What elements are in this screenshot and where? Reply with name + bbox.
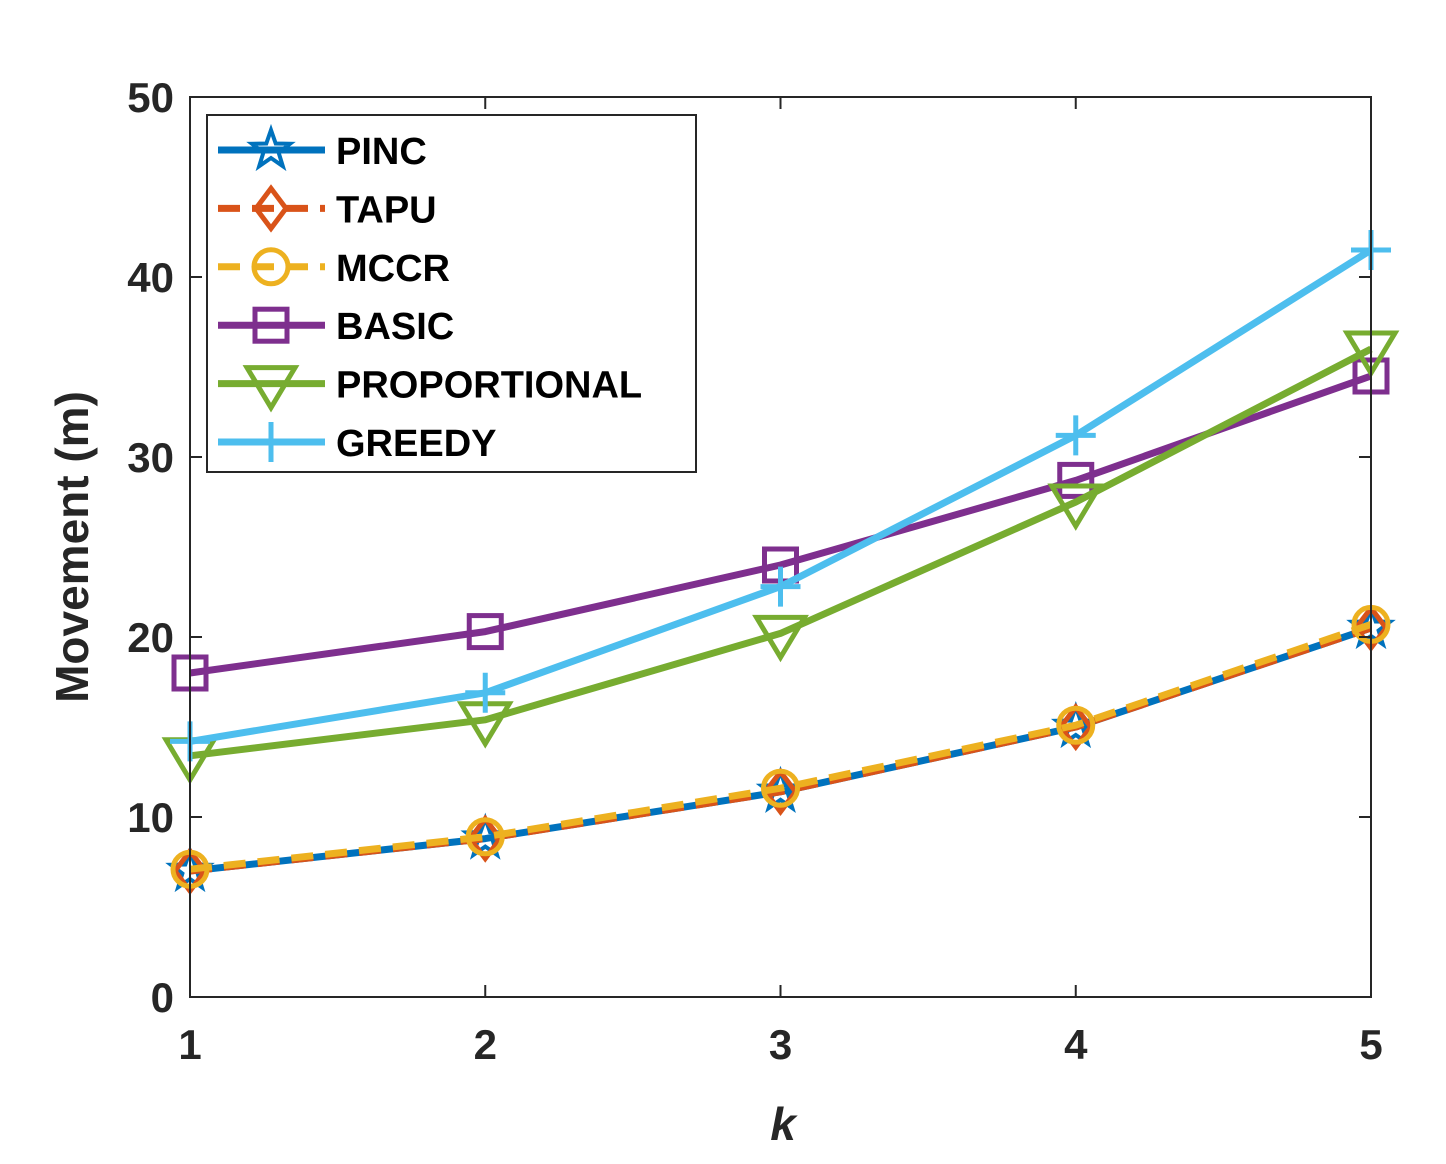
y-tick-label: 10 [127, 794, 174, 841]
legend: PINC TAPU MCCR BASIC PROPORTIONAL GREEDY [206, 114, 697, 473]
legend-item-pinc: PINC [218, 123, 427, 173]
x-tick-label: 2 [474, 1021, 497, 1068]
legend-item-basic: BASIC [218, 306, 454, 348]
data-point-greedy-1 [465, 672, 506, 713]
x-tick-label: 5 [1359, 1021, 1382, 1068]
y-tick-label: 30 [127, 434, 174, 481]
y-tick-label: 0 [151, 974, 174, 1021]
data-point-tapu-2 [762, 767, 799, 816]
y-tick-label: 50 [127, 74, 174, 121]
data-point-greedy-3 [1055, 415, 1096, 456]
x-tick-label: 3 [769, 1021, 792, 1068]
data-point-proportional-3 [1047, 483, 1105, 531]
legend-marker [246, 123, 296, 172]
legend-marker [242, 365, 300, 413]
series-line-mccr [189, 621, 1373, 873]
x-tick-label: 4 [1064, 1021, 1088, 1068]
data-point-proportional-2 [752, 614, 809, 663]
legend-item-proportional: PROPORTIONAL [218, 365, 642, 413]
legend-label: PINC [336, 131, 427, 173]
legend-marker [252, 184, 290, 233]
legend-marker [252, 306, 290, 344]
legend-marker [251, 247, 291, 287]
y-axis-label: Movement (m) [46, 391, 98, 703]
legend-label: PROPORTIONAL [336, 365, 642, 407]
data-point-greedy-2 [760, 566, 801, 607]
legend-box [206, 114, 697, 473]
data-point-pinc-2 [755, 765, 806, 813]
y-tick-label: 40 [127, 254, 174, 301]
legend-marker [251, 422, 291, 462]
legend-label: GREEDY [336, 423, 496, 465]
y-tick-label: 20 [127, 614, 174, 661]
series-line-basic [189, 372, 1373, 677]
data-point-mccr-1 [465, 817, 505, 857]
x-tick-label: 1 [178, 1021, 201, 1068]
data-point-mccr-3 [1056, 705, 1096, 745]
legend-item-mccr: MCCR [218, 247, 450, 290]
legend-label: BASIC [336, 306, 454, 348]
data-point-mccr-2 [761, 768, 800, 808]
legend-label: MCCR [336, 248, 450, 290]
legend-item-greedy: GREEDY [218, 422, 496, 465]
legend-label: TAPU [336, 189, 437, 231]
data-point-tapu-3 [1057, 702, 1094, 752]
series-line-proportional [189, 345, 1373, 760]
legend-item-tapu: TAPU [218, 184, 437, 233]
x-axis-label: k [770, 1098, 798, 1150]
data-point-basic-3 [1057, 461, 1095, 499]
data-point-basic-1 [466, 613, 504, 651]
